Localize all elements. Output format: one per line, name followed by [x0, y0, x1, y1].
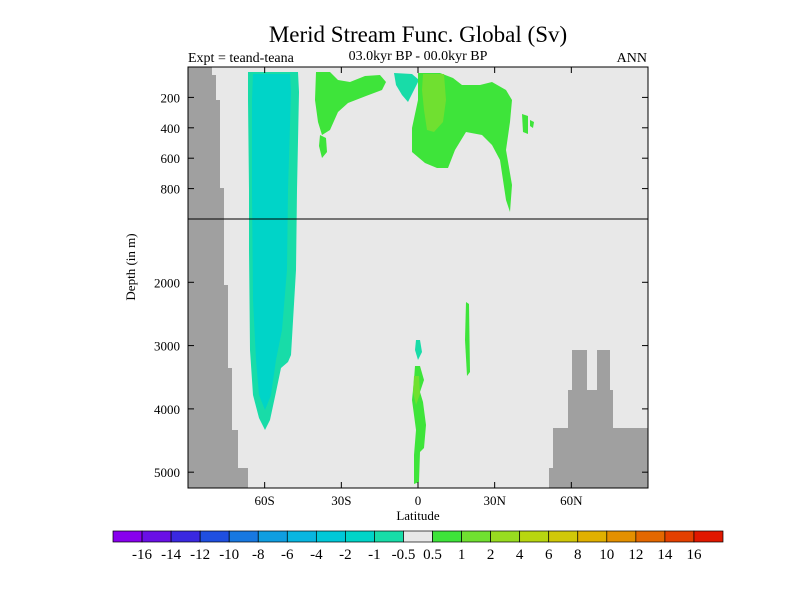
colorbar-box — [315, 530, 346, 543]
colorbar-label: -0.5 — [392, 547, 416, 563]
colorbar-box — [635, 530, 666, 543]
upper-southern-cell-tail — [319, 135, 327, 158]
colorbar-label: 16 — [686, 547, 702, 563]
y-tick-label: 800 — [161, 182, 181, 197]
colorbar-label: 4 — [516, 547, 524, 563]
colorbar-label: 14 — [657, 547, 673, 563]
land-antarctica — [188, 67, 248, 488]
colorbar-box — [286, 530, 317, 543]
y-tick-label: 2000 — [154, 275, 180, 290]
x-tick-label: 30N — [483, 493, 506, 508]
x-tick-label: 60S — [255, 493, 275, 508]
y-axis-label: Depth (in m) — [123, 233, 138, 300]
y-axis-ticks: 200 400 600 800 2000 3000 4000 5000 — [154, 90, 648, 480]
colorbar-box — [577, 530, 608, 543]
colorbar-box — [693, 530, 724, 543]
colorbar-box — [257, 530, 288, 543]
colorbar-box — [490, 530, 521, 543]
plot-area — [187, 66, 649, 489]
y-tick-label: 3000 — [154, 339, 180, 354]
upper-southern-cell — [315, 72, 386, 135]
land-arctic-shelf — [549, 350, 648, 488]
colorbar-label: -10 — [219, 547, 239, 563]
equatorial-negative-cell — [394, 73, 419, 102]
northern-tropical-cell-speck — [530, 120, 534, 128]
colorbar-label: 1 — [458, 547, 466, 563]
colorbar-label: -14 — [161, 547, 181, 563]
deep-northern-filament — [465, 302, 470, 376]
colorbar-box — [228, 530, 259, 543]
x-tick-label: 30S — [331, 493, 351, 508]
southern-ocean-cell-core — [252, 74, 291, 410]
colorbar-box — [141, 530, 172, 543]
deep-equatorial-negative — [415, 340, 422, 360]
y-tick-label: 5000 — [154, 465, 180, 480]
colorbar-box — [461, 530, 491, 543]
center-string: 03.0kyr BP - 00.0kyr BP — [349, 49, 488, 64]
colorbar-box — [519, 530, 550, 543]
colorbar-label: -6 — [281, 547, 294, 563]
x-tick-label: 0 — [415, 493, 422, 508]
colorbar-label: 8 — [574, 547, 582, 563]
colorbar-label: 0.5 — [423, 547, 442, 563]
right-string: ANN — [617, 51, 647, 66]
x-tick-label: 60N — [560, 493, 583, 508]
colorbar-box — [112, 530, 143, 543]
y-tick-label: 200 — [161, 90, 181, 105]
colorbar-label: -12 — [190, 547, 210, 563]
colorbar: -16 -14 -12 -10 -8 -6 -4 -2 -1 -0.5 0.5 1 2 4 6 8 10 12 14… — [112, 530, 724, 563]
contour-regions — [248, 72, 534, 484]
colorbar-box — [199, 530, 230, 543]
colorbar-box — [170, 530, 201, 543]
colorbar-label: 10 — [599, 547, 614, 563]
y-tick-label: 4000 — [154, 402, 180, 417]
colorbar-box — [374, 530, 404, 543]
colorbar-box — [432, 530, 462, 543]
northern-tropical-cell-spot — [522, 114, 528, 134]
colorbar-label: 2 — [487, 547, 495, 563]
colorbar-box — [548, 530, 579, 543]
colorbar-label: -1 — [368, 547, 381, 563]
deep-equatorial-core — [413, 376, 420, 405]
colorbar-label: -4 — [310, 547, 323, 563]
x-axis-label: Latitude — [396, 508, 440, 523]
colorbar-box — [664, 530, 695, 543]
colorbar-label: -2 — [339, 547, 352, 563]
land-mask — [188, 67, 648, 488]
left-string: Expt = teand-teana — [188, 51, 295, 66]
colorbar-box — [345, 530, 375, 543]
colorbar-label: 6 — [545, 547, 553, 563]
y-tick-label: 600 — [161, 151, 181, 166]
x-axis-ticks: 60S 30S 0 30N 60N — [255, 67, 583, 508]
chart-title: Merid Stream Func. Global (Sv) — [269, 22, 567, 47]
y-tick-label: 400 — [161, 121, 181, 136]
colorbar-box — [403, 530, 433, 543]
colorbar-label: -16 — [132, 547, 152, 563]
equatorial-core — [422, 74, 446, 132]
colorbar-label: -8 — [252, 547, 265, 563]
colorbar-box — [606, 530, 637, 543]
colorbar-label: 12 — [628, 547, 643, 563]
